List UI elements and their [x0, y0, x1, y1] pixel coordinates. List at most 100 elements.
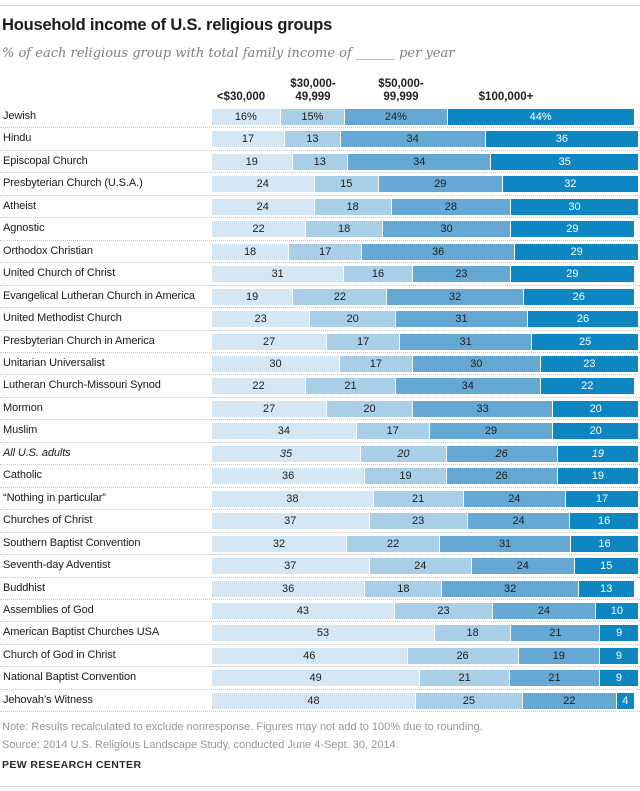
bar-value-label: 16: [598, 515, 611, 528]
bar-value-label: 32: [564, 178, 577, 191]
bar-value-label: 31: [459, 335, 472, 348]
bar-segment: 24: [466, 513, 570, 530]
bar-value-label: 30: [269, 357, 282, 370]
bar-value-label: 18: [346, 200, 359, 213]
bar-segment: 36: [484, 131, 638, 148]
table-row: Lutheran Church-Missouri Synod 22 21 34 22: [0, 375, 640, 398]
row-label: Buddhist: [3, 581, 46, 594]
bar-value-label: 21: [344, 380, 357, 393]
row-label: Mormon: [3, 401, 43, 414]
bar-value-label: 16: [371, 268, 385, 281]
row-label: Southern Baptist Convention: [3, 536, 141, 549]
bar-segment: 53: [212, 625, 434, 642]
bar-segment: 16: [569, 535, 638, 552]
bar-value-label: 30: [568, 200, 581, 213]
stacked-bar: 34 17 29 20: [212, 423, 638, 440]
bar-value-label: 18: [243, 245, 257, 258]
bar-segment: 29: [514, 243, 638, 260]
bar-segment: 29: [510, 266, 634, 283]
bar-segment: 26: [527, 311, 638, 328]
bar-value-label: 24%: [384, 111, 407, 123]
stacked-bar: 16% 15% 24% 44%: [212, 109, 634, 125]
table-row: Catholic 36 19 26 19: [0, 465, 640, 488]
bar-value-label: 34: [413, 155, 426, 168]
bar-segment: 27: [212, 333, 327, 350]
bar-segment: 37: [212, 558, 369, 575]
bar-value-label: 20: [346, 313, 359, 326]
bar-segment: 17: [565, 490, 638, 507]
bar-value-label: 35: [558, 155, 571, 168]
row-label: Presbyterian Church (U.S.A.): [3, 177, 143, 190]
bar-segment: 26: [445, 468, 557, 485]
bar-value-label: 37: [284, 560, 297, 573]
stacked-bar: 19 22 32 26: [212, 288, 634, 305]
table-row: All U.S. adults 35 20 26 19: [0, 443, 640, 466]
stacked-bar: 46 26 19 9: [212, 647, 638, 664]
bar-segment: 30: [510, 198, 638, 215]
bar-segment: 16%: [212, 109, 280, 125]
row-label: Catholic: [3, 469, 42, 482]
bar-value-label: 46: [303, 649, 316, 662]
stacked-bar: 27 20 33 20: [212, 400, 638, 417]
row-label: United Church of Christ: [3, 267, 116, 280]
bar-segment: 17: [212, 131, 284, 148]
stacked-bar: 32 22 31 16: [212, 535, 638, 552]
row-label: National Baptist Convention: [3, 671, 137, 684]
table-row: Presbyterian Church (U.S.A.) 24 15 29 32: [0, 173, 640, 196]
row-label: Unitarian Universalist: [3, 356, 105, 369]
stacked-bar: 18 17 36 29: [212, 243, 638, 260]
bar-value-label: 35: [279, 447, 293, 460]
bar-value-label: 24: [508, 492, 521, 505]
bar-segment: 23: [539, 355, 639, 372]
row-label: Orthodox Christian: [3, 244, 93, 257]
bar-segment: 46: [212, 647, 407, 664]
bar-value-label: 53: [316, 627, 330, 640]
column-header-30k-49k: $30,000-49,999: [290, 78, 336, 103]
bar-value-label: 22: [386, 537, 400, 550]
bar-segment: 13: [283, 131, 340, 148]
bar-value-label: 23: [455, 268, 468, 281]
pew-research-center-wordmark: PEW RESEARCH CENTER: [2, 759, 142, 771]
table-row: Presbyterian Church in America 27 17 31 25: [0, 331, 640, 353]
bar-segment: 19: [212, 288, 293, 305]
bar-value-label: 19: [399, 470, 412, 483]
row-label: Assemblies of God: [3, 603, 94, 616]
bar-segment: 35: [490, 153, 638, 170]
bar-segment: 34: [212, 423, 356, 440]
bar-segment: 21: [419, 670, 510, 687]
table-row: Church of God in Christ 46 26 19 9: [0, 645, 640, 668]
bar-value-label: 28: [444, 200, 457, 213]
row-label: Jewish: [3, 110, 37, 122]
bar-value-label: 22: [252, 223, 265, 236]
stacked-bar: 22 21 34 22: [212, 378, 634, 395]
bar-segment: 22: [212, 378, 306, 395]
bar-segment: 18: [212, 243, 289, 260]
bar-segment: 34: [394, 378, 540, 395]
bar-value-label: 49: [309, 672, 322, 685]
bar-value-label: 23: [254, 313, 267, 326]
bar-segment: 43: [212, 602, 394, 619]
row-label: Muslim: [3, 424, 38, 437]
bar-segment: 21: [509, 670, 599, 687]
bar-segment: 38: [212, 490, 373, 507]
bar-segment: 24: [471, 558, 574, 575]
bar-segment: 18: [313, 198, 391, 215]
bar-value-label: 4: [622, 694, 629, 707]
bar-segment: 9: [598, 670, 638, 687]
bar-segment: 19: [364, 468, 446, 485]
bar-value-label: 29: [484, 425, 498, 438]
source-line: Source: 2014 U.S. Religious Landscape St…: [2, 738, 399, 751]
bar-value-label: 24: [516, 560, 529, 573]
table-row: Unitarian Universalist 30 17 30 23: [0, 353, 640, 376]
bar-segment: 20: [552, 400, 638, 417]
table-row: Southern Baptist Convention 32 22 31 16: [0, 533, 640, 556]
bar-segment: 24: [368, 558, 472, 575]
bar-segment: 20: [552, 423, 638, 440]
bar-value-label: 19: [591, 470, 604, 483]
bar-value-label: 20: [589, 425, 602, 438]
stacked-bar: 27 17 31 25: [212, 333, 638, 350]
row-label: Atheist: [3, 199, 36, 212]
bar-value-label: 22: [563, 694, 576, 707]
row-label: Jehovah’s Witness: [3, 693, 93, 706]
bar-value-label: 29: [434, 178, 447, 191]
